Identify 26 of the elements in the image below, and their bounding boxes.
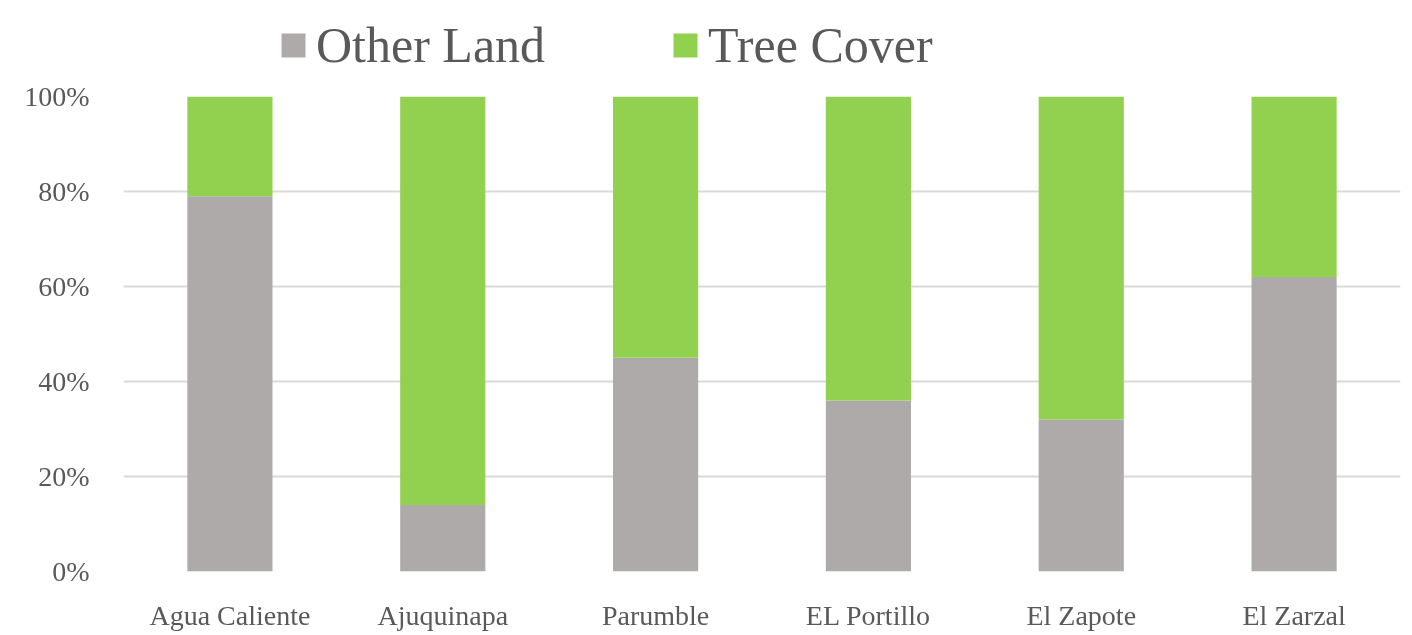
y-tick-label: 20% <box>38 461 90 492</box>
x-tick-label: El Zarzal <box>1242 599 1346 631</box>
x-tick-label: Agua Caliente <box>149 599 311 631</box>
bar <box>825 400 911 572</box>
bar <box>1251 96 1337 277</box>
bar <box>1038 96 1124 420</box>
y-tick-label: 0% <box>52 556 90 587</box>
x-tick-label: EL Portillo <box>805 599 930 631</box>
bar <box>1251 277 1337 572</box>
bar <box>187 96 273 197</box>
bar <box>613 96 699 358</box>
x-tick-label: El Zapote <box>1026 599 1137 631</box>
legend-label: Other Land <box>316 16 546 74</box>
x-tick-label: Parumble <box>601 599 710 631</box>
bar <box>825 96 911 401</box>
bar <box>187 196 273 572</box>
bar <box>1038 419 1124 572</box>
x-tick-label: Ajuquinapa <box>377 599 509 631</box>
y-tick-label: 60% <box>38 271 90 302</box>
y-tick-label: 100% <box>24 81 90 112</box>
bar <box>613 357 699 572</box>
y-tick-label: 40% <box>38 366 90 397</box>
bar <box>400 505 486 572</box>
y-tick-label: 80% <box>38 176 90 207</box>
legend-label: Tree Cover <box>708 16 933 74</box>
bar <box>400 96 486 505</box>
